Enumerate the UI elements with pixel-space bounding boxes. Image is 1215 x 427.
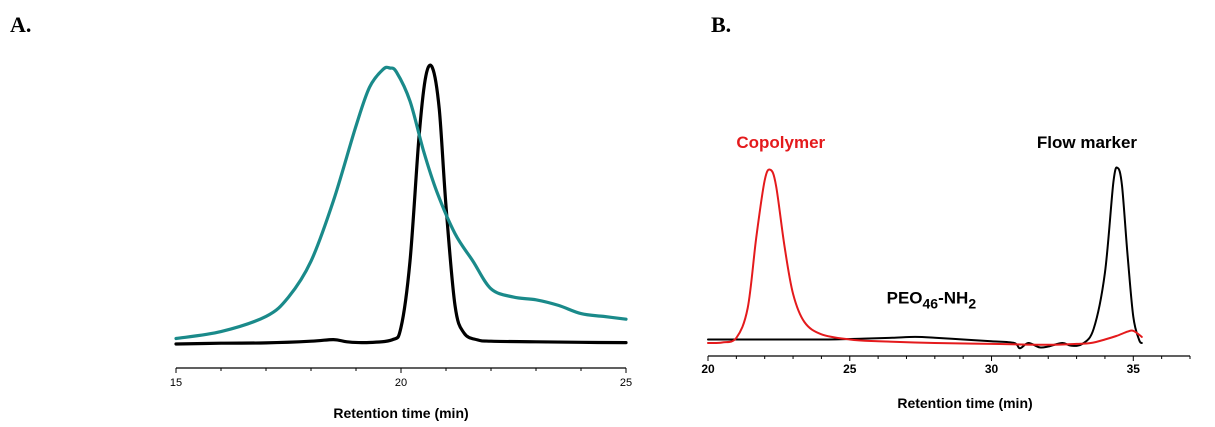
- panel-a-label: A.: [10, 12, 31, 37]
- annotation-label-part: 2: [968, 296, 976, 312]
- annotation-label-part: Copolymer: [736, 133, 825, 152]
- annotation-label-part: PEO: [887, 289, 923, 308]
- annotation-label: PEO46-NH2: [887, 289, 977, 312]
- annotation-label-part: Flow marker: [1037, 133, 1138, 152]
- x-tick-label: 25: [843, 362, 857, 376]
- panel-b-x-axis-title: Retention time (min): [897, 395, 1032, 411]
- series-line-1: [707, 166, 1143, 350]
- series-line-1: [174, 63, 628, 346]
- x-tick-label: 30: [985, 362, 999, 376]
- annotation-label: Flow marker: [1037, 133, 1138, 152]
- annotation-label: Copolymer: [736, 133, 825, 152]
- x-tick-label: 25: [620, 377, 632, 389]
- chart-panel-b: B. 20 25 30 35 Copolymer Flow marker PEO46-NH…: [701, 12, 1191, 411]
- annotation-label-part: 46: [923, 296, 939, 312]
- series-line-2: [707, 168, 1143, 346]
- annotation-label-part: -NH: [938, 289, 968, 308]
- x-tick-label: 20: [701, 362, 715, 376]
- panel-b-label: B.: [711, 12, 731, 37]
- chart-panel-a: A. 15 20 25 Retention time (min): [10, 12, 632, 421]
- x-tick-label: 15: [170, 377, 182, 389]
- panel-a-x-axis-title: Retention time (min): [333, 405, 468, 421]
- x-tick-label: 35: [1127, 362, 1141, 376]
- series-line-2: [174, 65, 628, 341]
- x-tick-label: 20: [395, 377, 407, 389]
